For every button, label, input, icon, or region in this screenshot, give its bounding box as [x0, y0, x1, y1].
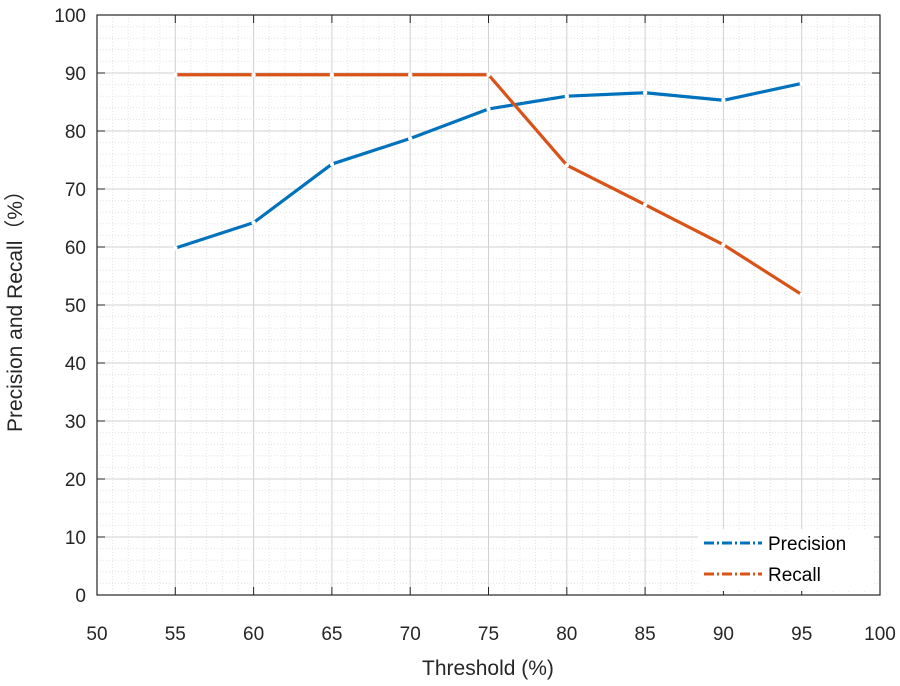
x-tick-labels: 50 55 60 65 70 75 80 85 90 95 100 — [86, 624, 895, 645]
data-point-precision — [408, 136, 413, 141]
data-point-recall — [251, 72, 256, 77]
data-point-recall — [721, 242, 726, 247]
y-axis-title: Precision and Recall（%） — [4, 180, 27, 432]
y-tick-label: 70 — [65, 180, 86, 201]
y-tick-label: 30 — [65, 412, 86, 433]
y-tick-label: 40 — [65, 354, 86, 375]
x-tick-label: 85 — [635, 624, 656, 645]
data-point-recall — [564, 163, 569, 168]
y-tick-label: 80 — [65, 122, 86, 143]
data-point-recall — [408, 72, 413, 77]
x-axis-title: Threshold (%) — [422, 657, 554, 680]
x-tick-label: 60 — [243, 624, 264, 645]
data-point-precision — [329, 161, 335, 167]
y-tick-label: 90 — [65, 64, 86, 85]
data-point-recall — [329, 72, 335, 77]
data-point-precision — [642, 90, 648, 95]
x-tick-label: 75 — [478, 624, 499, 645]
y-tick-label: 50 — [65, 296, 86, 317]
data-point-precision — [564, 94, 569, 99]
legend-background — [698, 529, 874, 591]
y-tick-labels: 0 10 20 30 40 50 60 70 80 90 100 — [54, 6, 86, 607]
y-tick-label: 20 — [65, 470, 86, 491]
data-point-recall — [642, 202, 648, 207]
legend-precision-label: Precision — [768, 534, 846, 555]
x-tick-label: 70 — [400, 624, 421, 645]
data-point-recall — [486, 72, 491, 77]
x-tick-label: 90 — [713, 624, 734, 645]
series-recall — [173, 72, 804, 297]
x-tick-label: 95 — [791, 624, 812, 645]
data-point-precision — [799, 81, 804, 86]
data-point-precision — [721, 98, 726, 103]
major-grid — [96, 14, 881, 596]
data-point-precision — [486, 106, 491, 112]
y-tick-label: 60 — [65, 238, 86, 259]
series-layer — [173, 72, 804, 297]
y-tick-label: 10 — [65, 528, 86, 549]
data-point-precision — [173, 245, 178, 251]
data-point-precision — [251, 220, 256, 225]
data-point-recall — [799, 292, 804, 297]
x-tick-label: 80 — [556, 624, 577, 645]
x-tick-label: 65 — [321, 624, 342, 645]
legend-recall-label: Recall — [768, 565, 821, 586]
series-precision — [173, 81, 804, 251]
data-point-recall — [173, 72, 178, 77]
legend: Precision Recall — [698, 529, 874, 591]
y-tick-label: 0 — [75, 586, 86, 607]
x-tick-label: 100 — [864, 624, 896, 645]
x-tick-label: 55 — [165, 624, 186, 645]
x-tick-label: 50 — [86, 624, 107, 645]
tick-marks — [96, 14, 881, 596]
y-tick-label: 100 — [54, 6, 86, 27]
